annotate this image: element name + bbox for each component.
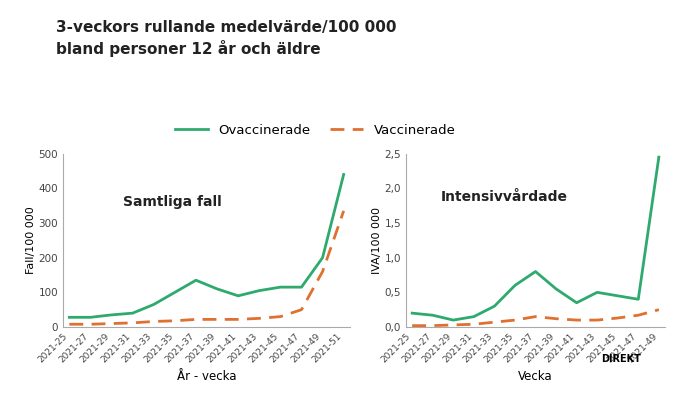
Text: Samtliga fall: Samtliga fall: [122, 195, 221, 209]
Legend: Ovaccinerade, Vaccinerade: Ovaccinerade, Vaccinerade: [169, 118, 461, 142]
X-axis label: År - vecka: År - vecka: [176, 370, 237, 383]
Text: DIREKT: DIREKT: [601, 353, 641, 364]
Text: svt: svt: [630, 386, 662, 394]
Y-axis label: Fall/100 000: Fall/100 000: [26, 206, 36, 274]
Text: 3-veckors rullande medelvärde/100 000
bland personer 12 år och äldre: 3-veckors rullande medelvärde/100 000 bl…: [56, 20, 396, 57]
Y-axis label: IVA/100 000: IVA/100 000: [372, 207, 382, 274]
X-axis label: Vecka: Vecka: [518, 370, 553, 383]
Text: Intensivvårdade: Intensivvårdade: [441, 190, 568, 204]
